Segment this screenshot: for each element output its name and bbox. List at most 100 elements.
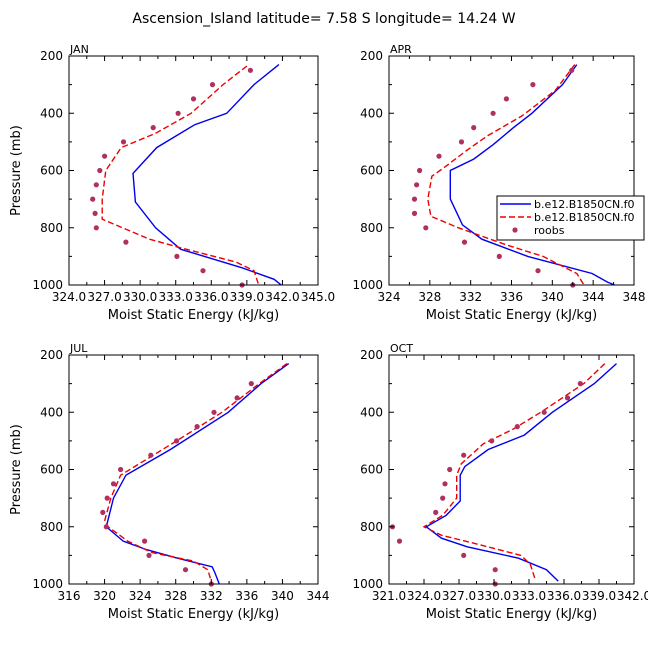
series-line-2 <box>427 64 585 285</box>
obs-point <box>496 253 502 259</box>
obs-point <box>110 481 117 487</box>
obs-point <box>182 567 189 573</box>
obs-point <box>93 225 99 231</box>
panel-label: JAN <box>69 43 89 56</box>
obs-point <box>190 96 197 102</box>
series-line-2 <box>101 65 260 285</box>
plot-area <box>411 64 615 288</box>
x-tick-label: 324 <box>129 589 152 603</box>
x-axis-label: Moist Static Energy (kJ/kg) <box>426 308 597 323</box>
plot-area <box>389 363 617 587</box>
obs-point <box>417 167 423 174</box>
obs-point <box>471 125 477 131</box>
obs-point <box>564 395 571 401</box>
obs-point <box>461 452 467 458</box>
x-tick-label: 336.0 <box>547 589 581 603</box>
obs-point <box>447 466 453 473</box>
obs-point <box>490 110 496 116</box>
obs-point <box>541 409 547 415</box>
plot-area <box>100 363 290 587</box>
y-tick-label: 200 <box>360 348 383 362</box>
x-tick-label: 340 <box>271 589 294 603</box>
obs-point <box>194 424 200 430</box>
legend-obs-marker <box>512 227 518 233</box>
x-tick-label: 324.0 <box>407 589 441 603</box>
x-tick-label: 339.0 <box>230 290 264 304</box>
panel-label: APR <box>390 43 412 56</box>
obs-point <box>411 196 418 202</box>
obs-point <box>148 452 154 458</box>
y-tick-label: 400 <box>40 405 63 419</box>
x-tick-label: 332 <box>459 290 482 304</box>
obs-point <box>146 552 152 559</box>
x-tick-label: 328 <box>418 290 441 304</box>
x-tick-label: 336.0 <box>194 290 228 304</box>
y-axis-label: Pressure (mb) <box>9 424 24 515</box>
obs-point <box>569 67 575 73</box>
obs-point <box>433 509 439 515</box>
plot-frame <box>388 354 635 585</box>
series-line-1 <box>105 363 290 584</box>
x-tick-label: 321.0 <box>372 589 406 603</box>
x-axis-label: Moist Static Energy (kJ/kg) <box>108 308 279 323</box>
obs-point <box>142 538 148 544</box>
x-tick-label: 344 <box>582 290 605 304</box>
obs-point <box>436 153 442 159</box>
obs-point <box>461 552 467 559</box>
obs-point <box>503 96 509 102</box>
obs-point <box>577 381 583 387</box>
y-tick-label: 1000 <box>32 278 63 292</box>
x-tick-label: 316 <box>58 589 81 603</box>
obs-point <box>535 268 541 274</box>
plot-frame <box>68 354 319 585</box>
y-axis-label: Pressure (mb) <box>9 125 24 216</box>
x-tick-label: 342.0 <box>265 290 299 304</box>
x-tick-label: 332 <box>200 589 223 603</box>
x-tick-label: 333.0 <box>512 589 546 603</box>
y-tick-label: 1000 <box>352 577 383 591</box>
obs-point <box>530 82 536 88</box>
x-tick-label: 336 <box>500 290 523 304</box>
series-line-2 <box>422 363 606 579</box>
y-tick-label: 600 <box>40 164 63 178</box>
obs-point <box>175 110 181 116</box>
x-tick-label: 342.0 <box>617 589 648 603</box>
y-tick-label: 400 <box>360 106 383 120</box>
x-tick-label: 348 <box>623 290 646 304</box>
x-axis-label: Moist Static Energy (kJ/kg) <box>426 607 597 622</box>
obs-point <box>118 466 124 473</box>
obs-point <box>209 82 216 88</box>
x-tick-label: 344 <box>307 589 330 603</box>
x-tick-label: 345.0 <box>301 290 335 304</box>
x-tick-label: 327.0 <box>87 290 121 304</box>
x-tick-label: 328 <box>164 589 187 603</box>
obs-point <box>440 495 446 501</box>
x-tick-label: 339.0 <box>582 589 616 603</box>
obs-point <box>247 67 253 73</box>
obs-point <box>461 239 468 245</box>
y-tick-label: 800 <box>40 520 63 534</box>
obs-point <box>97 167 103 174</box>
figure-title: Ascension_Island latitude= 7.58 S longit… <box>132 11 515 27</box>
obs-point <box>489 438 495 444</box>
obs-point <box>514 424 520 430</box>
panel-label: JUL <box>69 342 88 355</box>
obs-point <box>396 538 403 544</box>
legend-label-2: b.e12.B1850CN.f0 <box>534 211 635 224</box>
y-tick-label: 800 <box>360 520 383 534</box>
obs-point <box>200 268 206 274</box>
y-tick-label: 1000 <box>32 577 63 591</box>
x-tick-label: 327.0 <box>442 589 476 603</box>
obs-point <box>211 409 217 415</box>
plot-area <box>90 64 282 288</box>
obs-point <box>104 495 110 501</box>
obs-point <box>93 182 99 188</box>
x-tick-label: 320 <box>93 589 116 603</box>
obs-point <box>411 210 418 216</box>
obs-point <box>102 153 108 159</box>
obs-point <box>92 210 98 216</box>
